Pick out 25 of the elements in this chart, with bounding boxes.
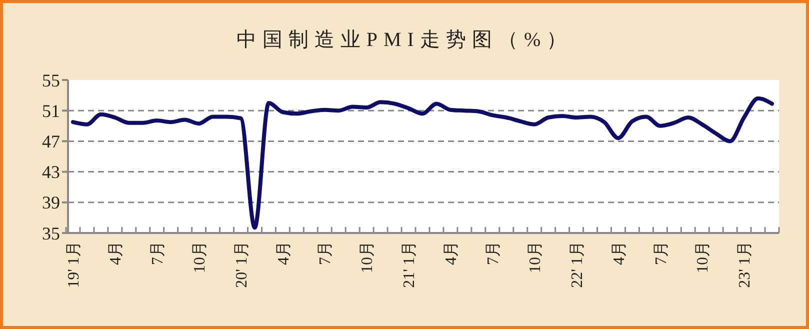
x-tick-label: 10月 (359, 241, 376, 273)
y-tick-label: 35 (42, 223, 60, 244)
y-tick-label: 51 (42, 100, 60, 121)
x-tick-label: 7月 (317, 241, 334, 265)
x-tick-label: 22' 1月 (568, 241, 586, 288)
x-tick-label: 4月 (275, 241, 292, 265)
x-tick-label: 23' 1月 (736, 241, 754, 288)
x-tick-label: 7月 (485, 241, 502, 265)
x-tick-label: 10月 (191, 241, 208, 273)
x-tick-label: 19' 1月 (66, 241, 83, 288)
line-series (71, 96, 774, 230)
y-tick-label: 55 (42, 70, 60, 90)
y-tick-label: 47 (42, 132, 60, 152)
y-tick-label: 43 (42, 162, 60, 182)
x-tick-label: 10月 (694, 241, 712, 273)
x-tick-label: 21' 1月 (401, 241, 418, 288)
x-tick-label: 4月 (108, 241, 125, 265)
x-tick-label: 4月 (610, 241, 628, 265)
x-tick-label: 10月 (526, 241, 544, 273)
x-tick-label: 4月 (443, 241, 460, 265)
x-tick-label: 7月 (149, 241, 166, 265)
x-tick-label: 7月 (652, 241, 670, 265)
y-tick-label: 39 (42, 192, 60, 213)
chart-title: 中国制造业PMI走势图（%） (236, 29, 573, 51)
x-tick-label: 20' 1月 (233, 241, 250, 288)
